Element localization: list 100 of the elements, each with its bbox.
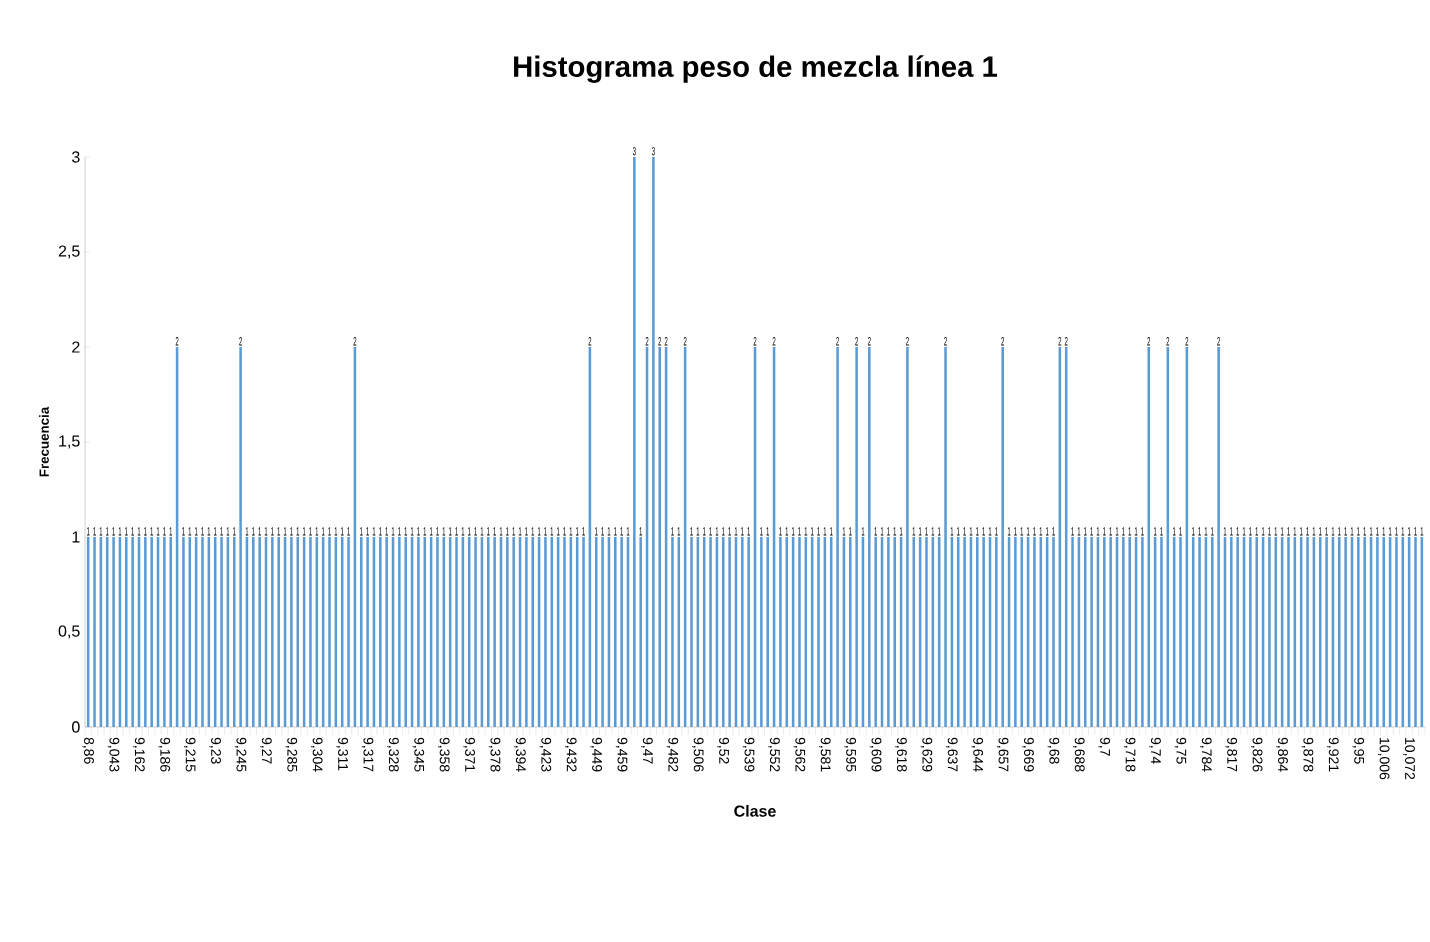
data-label: 1 xyxy=(899,527,903,536)
data-label: 1 xyxy=(1109,527,1113,536)
data-label: 1 xyxy=(931,527,935,536)
bar xyxy=(398,537,401,727)
data-label: 2 xyxy=(944,337,947,346)
bar xyxy=(328,537,331,727)
data-label: 1 xyxy=(1052,527,1055,536)
data-label: 1 xyxy=(709,527,712,536)
data-label: 1 xyxy=(1103,527,1106,536)
bar xyxy=(855,346,858,727)
bar xyxy=(385,537,388,727)
data-label: 1 xyxy=(734,527,738,536)
bar xyxy=(1090,537,1093,727)
bar xyxy=(1198,537,1201,727)
data-label: 2 xyxy=(645,337,649,346)
data-label: 1 xyxy=(1172,527,1176,536)
y-tick-label: 0,5 xyxy=(58,625,80,639)
data-label: 1 xyxy=(1306,527,1309,536)
data-label: 1 xyxy=(791,527,795,536)
data-label: 1 xyxy=(207,527,211,536)
data-label: 1 xyxy=(137,527,141,536)
data-label: 1 xyxy=(1395,527,1398,536)
bar xyxy=(944,346,947,727)
data-label: 1 xyxy=(182,527,185,536)
x-tick-label: 9,358 xyxy=(438,737,450,772)
bar xyxy=(1382,537,1386,727)
bar xyxy=(379,537,382,727)
bar xyxy=(671,537,674,727)
data-label: 1 xyxy=(722,527,725,536)
bar xyxy=(1338,537,1341,727)
data-label: 1 xyxy=(1045,527,1049,536)
bar xyxy=(347,537,350,727)
bar xyxy=(144,537,147,727)
data-label: 1 xyxy=(861,527,865,536)
x-tick-label: 9,506 xyxy=(692,737,704,772)
data-label: 2 xyxy=(1147,337,1151,346)
bar xyxy=(455,537,458,727)
bar xyxy=(404,537,407,727)
bar xyxy=(982,537,985,727)
x-tick-label: 9,186 xyxy=(158,737,171,772)
data-label: 2 xyxy=(239,337,242,346)
data-label: 2 xyxy=(1217,337,1220,346)
data-label: 1 xyxy=(1261,527,1265,536)
data-label: 1 xyxy=(1198,527,1201,536)
bar xyxy=(633,156,636,727)
y-tick-label: 2,5 xyxy=(58,245,80,259)
data-label: 1 xyxy=(290,527,293,536)
data-label: 1 xyxy=(804,527,808,536)
data-label: 1 xyxy=(226,527,230,536)
data-label: 1 xyxy=(296,527,300,536)
bar xyxy=(232,537,236,727)
data-label: 1 xyxy=(1204,527,1208,536)
data-label: 1 xyxy=(106,527,109,536)
bar xyxy=(1071,537,1074,727)
data-label: 1 xyxy=(760,527,763,536)
data-label: 2 xyxy=(664,337,668,346)
bar xyxy=(1376,537,1379,727)
data-label: 1 xyxy=(258,527,262,536)
data-label: 1 xyxy=(747,527,751,536)
data-label: 1 xyxy=(366,527,369,536)
data-label: 1 xyxy=(1084,527,1087,536)
data-label: 1 xyxy=(1211,527,1214,536)
data-label: 1 xyxy=(436,527,439,536)
data-label: 1 xyxy=(468,527,471,536)
x-tick-label: 9,27 xyxy=(260,737,272,764)
data-label: 1 xyxy=(976,527,979,536)
data-label: 2 xyxy=(588,337,592,346)
data-label: 1 xyxy=(1325,527,1328,536)
data-label: 1 xyxy=(1420,527,1424,536)
data-label: 1 xyxy=(893,527,897,536)
y-axis-title: Frecuencia xyxy=(39,406,49,477)
x-tick-label: 9,618 xyxy=(895,737,907,772)
data-label: 1 xyxy=(1344,527,1348,536)
data-label: 1 xyxy=(442,527,446,536)
data-label: 1 xyxy=(512,527,516,536)
data-label: 1 xyxy=(474,527,477,536)
bar xyxy=(721,537,725,727)
data-label: 1 xyxy=(810,527,814,536)
bar xyxy=(1020,537,1024,727)
bar xyxy=(1033,537,1036,727)
data-label: 1 xyxy=(1407,527,1411,536)
bar xyxy=(169,537,173,727)
data-label: 1 xyxy=(487,527,490,536)
data-label: 1 xyxy=(779,527,782,536)
bar xyxy=(639,537,642,727)
x-tick-label: 9,328 xyxy=(387,737,399,772)
bar xyxy=(182,537,185,727)
data-label: 2 xyxy=(836,337,839,346)
y-tick-label: 1 xyxy=(72,531,80,543)
bar xyxy=(531,537,534,727)
bar xyxy=(1318,537,1322,727)
data-label: 1 xyxy=(429,527,433,536)
bar xyxy=(1103,537,1106,727)
data-label: 1 xyxy=(264,527,268,536)
chart-title: Histograma peso de mezcla línea 1 xyxy=(514,55,998,83)
data-label: 1 xyxy=(1128,527,1132,536)
data-label: 2 xyxy=(658,337,662,346)
data-label: 1 xyxy=(1236,527,1240,536)
data-label: 1 xyxy=(1401,527,1405,536)
data-label: 1 xyxy=(1357,527,1360,536)
